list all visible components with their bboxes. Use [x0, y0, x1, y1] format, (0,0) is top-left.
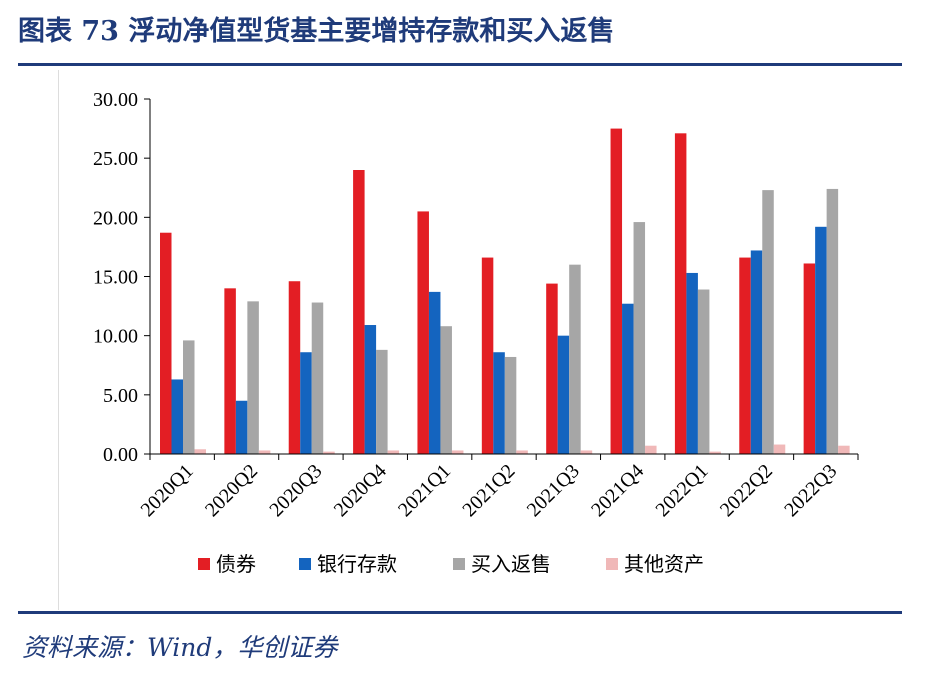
x-tick-label: 2021Q2 [458, 460, 519, 521]
bar-银行存款-2021Q3 [557, 335, 570, 454]
bar-买入返售-2020Q2 [247, 301, 259, 454]
bar-买入返售-2020Q4 [376, 349, 388, 454]
bar-银行存款-2021Q1 [428, 291, 441, 454]
bar-银行存款-2020Q3 [300, 352, 312, 454]
bar-银行存款-2020Q2 [235, 400, 248, 454]
bar-买入返售-2022Q1 [697, 289, 710, 454]
bar-买入返售-2021Q4 [633, 222, 646, 454]
legend: 债券 银行存款 买入返售 其他资产 [198, 553, 704, 576]
bar-银行存款-2021Q4 [622, 303, 634, 454]
y-tick-label: 10.00 [93, 326, 138, 348]
bar-其他资产-2021Q3 [580, 450, 593, 454]
bar-其他资产-2022Q3 [838, 445, 850, 454]
bar-买入返售-2020Q3 [311, 302, 324, 454]
legend-label: 买入返售 [471, 553, 551, 576]
bar-其他资产-2021Q4 [645, 445, 657, 454]
x-axis: 2020Q1 2020Q2 2020Q3 2020Q4 2021Q1 2021Q2 2021… [137, 453, 859, 521]
bar-其他资产-2022Q1 [709, 451, 721, 454]
bar-买入返售-2021Q3 [569, 264, 581, 454]
bar-债券-2021Q4 [610, 128, 623, 455]
x-tick-label: 2021Q4 [587, 460, 648, 521]
bar-债券-2022Q3 [803, 263, 816, 454]
bar-银行存款-2020Q1 [171, 379, 183, 454]
y-axis: 0.00 5.00 10.00 15.00 20.00 25.00 30.00 [93, 89, 151, 466]
y-tick-label: 20.00 [93, 207, 138, 229]
bar-银行存款-2022Q2 [750, 250, 763, 454]
bar-买入返售-2021Q1 [440, 326, 452, 454]
bar-其他资产-2020Q1 [194, 449, 206, 454]
bar-银行存款-2022Q3 [815, 226, 827, 454]
bar-其他资产-2020Q4 [387, 450, 400, 454]
bar-买入返售-2022Q2 [762, 190, 774, 454]
x-tick-label: 2021Q1 [394, 460, 455, 521]
bar-债券-2020Q4 [353, 170, 365, 454]
bar-债券-2022Q2 [739, 257, 751, 454]
chart-title: 图表 73 浮动净值型货基主要增持存款和买入返售 [18, 16, 615, 47]
legend-label: 债券 [216, 553, 256, 576]
x-tick-label: 2022Q3 [780, 460, 841, 521]
bar-其他资产-2020Q3 [323, 451, 335, 454]
y-tick-label: 5.00 [103, 385, 138, 407]
bar-买入返售-2020Q1 [183, 340, 195, 454]
bar-其他资产-2020Q2 [258, 450, 271, 454]
bar-买入返售-2022Q3 [826, 188, 839, 454]
footer-divider [18, 611, 902, 614]
bar-其他资产-2021Q2 [516, 450, 528, 454]
x-tick-label: 2022Q2 [716, 460, 777, 521]
legend-swatch [606, 558, 618, 570]
bar-买入返售-2021Q2 [504, 356, 517, 454]
bar-series [160, 128, 850, 455]
title-divider [18, 63, 902, 66]
y-tick-label: 25.00 [93, 148, 138, 170]
bar-债券-2022Q1 [674, 133, 687, 455]
bar-其他资产-2021Q1 [451, 450, 464, 454]
legend-swatch [198, 558, 210, 570]
legend-label: 其他资产 [624, 553, 704, 576]
bar-债券-2021Q1 [417, 211, 429, 454]
x-tick-label: 2020Q2 [201, 460, 262, 521]
bar-银行存款-2021Q2 [493, 352, 505, 454]
legend-swatch [299, 558, 311, 570]
x-tick-label: 2020Q1 [137, 460, 198, 521]
legend-swatch [453, 558, 465, 570]
bar-银行存款-2022Q1 [686, 272, 698, 454]
bar-债券-2020Q3 [288, 281, 301, 454]
y-tick-label: 30.00 [93, 89, 138, 111]
x-tick-label: 2020Q4 [330, 460, 391, 521]
x-tick-label: 2022Q1 [651, 460, 712, 521]
bar-债券-2020Q1 [160, 232, 172, 454]
bar-银行存款-2020Q4 [364, 325, 377, 454]
chart-area [58, 70, 904, 610]
x-tick-label: 2020Q3 [265, 460, 326, 521]
legend-label: 银行存款 [317, 553, 397, 576]
source-note: 资料来源：Wind，华创证券 [22, 633, 338, 662]
y-tick-label: 0.00 [103, 444, 138, 466]
bar-债券-2020Q2 [224, 288, 236, 454]
bar-债券-2021Q2 [481, 257, 494, 454]
bar-其他资产-2022Q2 [773, 444, 786, 454]
x-tick-label: 2021Q3 [523, 460, 584, 521]
y-tick-label: 15.00 [93, 267, 138, 289]
bar-债券-2021Q3 [546, 283, 558, 454]
